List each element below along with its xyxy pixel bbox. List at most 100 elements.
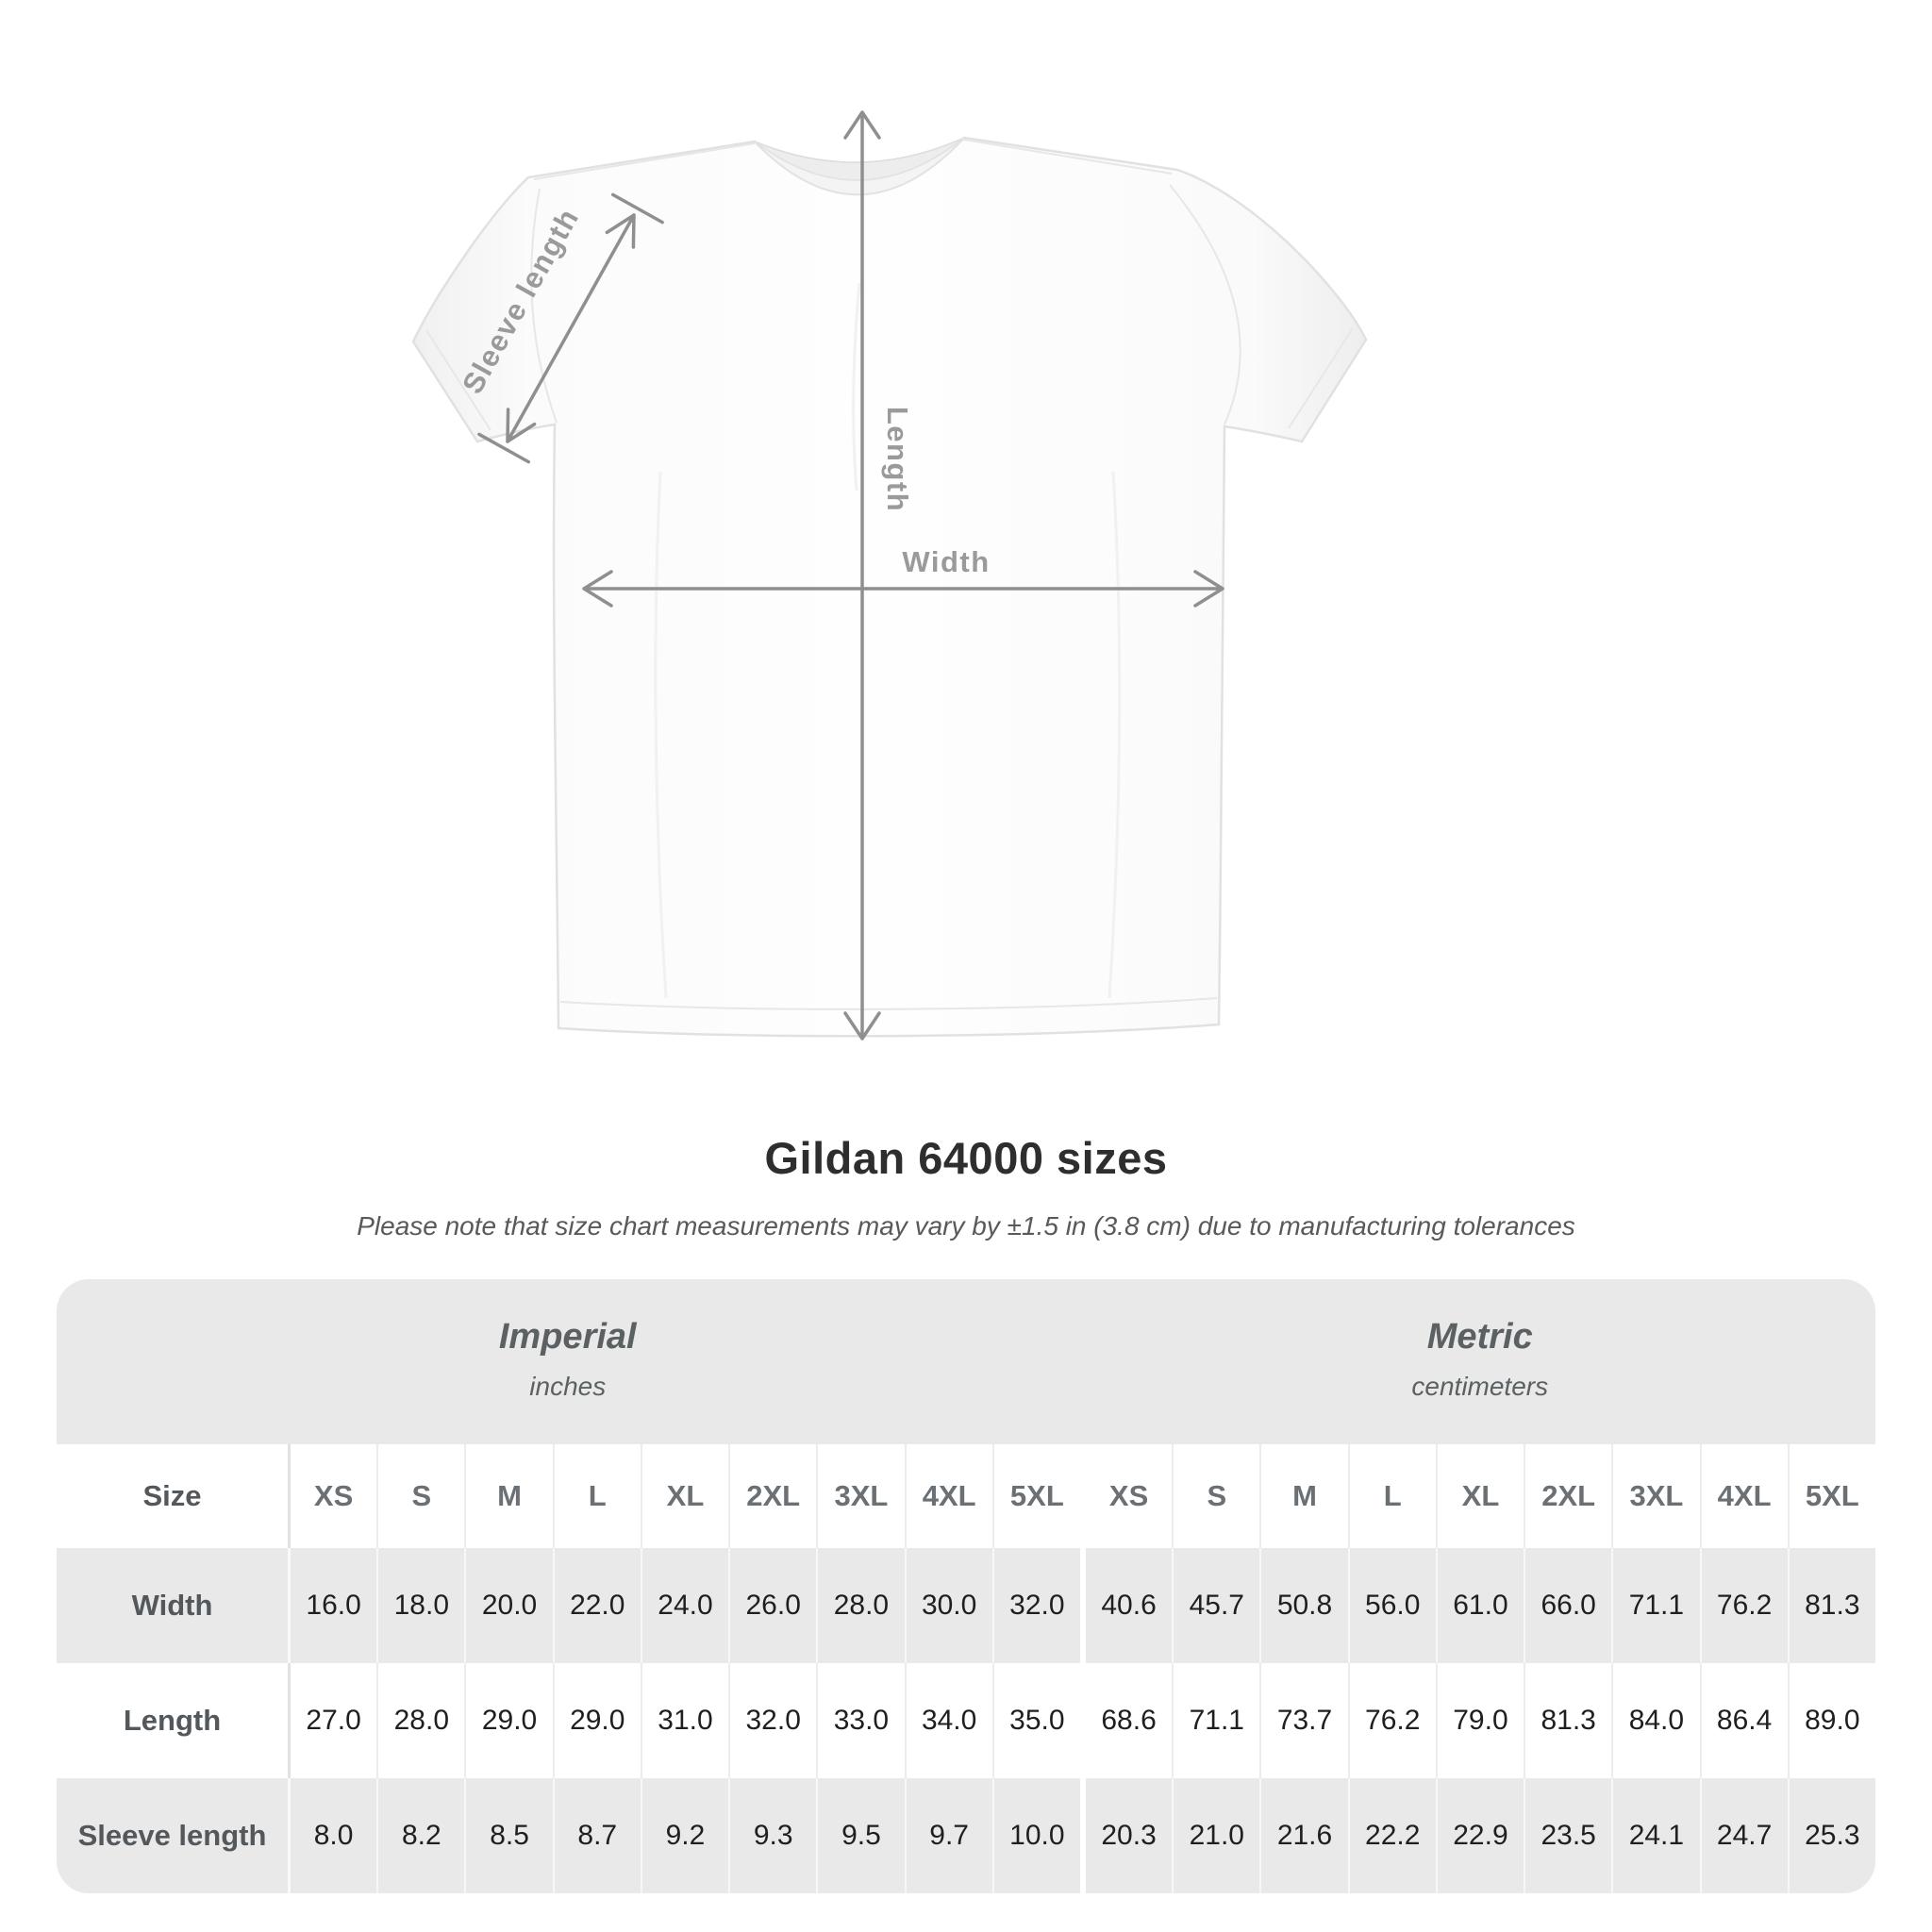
section-divider	[1079, 1444, 1086, 1548]
value-cell: 35.0	[991, 1663, 1080, 1778]
value-cell: 20.0	[464, 1548, 552, 1663]
value-cell: 24.0	[640, 1548, 728, 1663]
section-divider	[1078, 1279, 1085, 1444]
imperial-section-header: Imperial inches	[57, 1279, 1079, 1444]
value-cell: 81.3	[1787, 1548, 1875, 1663]
size-header-row: Size XS S M L XL 2XL 3XL 4XL 5XL XS S M …	[57, 1444, 1875, 1548]
row-label: Length	[123, 1704, 222, 1737]
imperial-unit: inches	[529, 1371, 607, 1401]
value-cell: 24.7	[1699, 1778, 1788, 1893]
tshirt-graphic	[411, 136, 1368, 1038]
table-row-width: Width 16.0 18.0 20.0 22.0 24.0 26.0 28.0…	[57, 1548, 1875, 1663]
value-cell: 22.0	[552, 1548, 641, 1663]
value-cell: 32.0	[991, 1548, 1080, 1663]
size-col-header: XL	[640, 1444, 728, 1548]
value-cell: 8.5	[464, 1778, 552, 1893]
value-cell: 9.2	[640, 1778, 728, 1893]
size-col-header: XL	[1435, 1444, 1524, 1548]
value-cell: 26.0	[728, 1548, 816, 1663]
table-row-sleeve-length: Sleeve length 8.0 8.2 8.5 8.7 9.2 9.3 9.…	[57, 1778, 1875, 1893]
value-cell: 9.7	[904, 1778, 992, 1893]
value-cell: 61.0	[1435, 1548, 1524, 1663]
size-corner-header: Size	[142, 1479, 202, 1512]
value-cell: 8.0	[288, 1778, 376, 1893]
size-col-header: XS	[1108, 1479, 1149, 1512]
metric-unit: centimeters	[1411, 1371, 1549, 1401]
value-cell: 22.2	[1347, 1778, 1436, 1893]
value-cell: 56.0	[1347, 1548, 1436, 1663]
row-label: Width	[131, 1589, 213, 1622]
sleeve-length-arrow	[477, 192, 664, 464]
value-cell: 34.0	[904, 1663, 992, 1778]
size-col-header: 3XL	[816, 1444, 904, 1548]
value-cell: 18.0	[376, 1548, 464, 1663]
size-col-header: XS	[288, 1444, 376, 1548]
width-label: Width	[902, 545, 990, 578]
value-cell: 23.5	[1524, 1778, 1611, 1893]
value-cell: 45.7	[1172, 1548, 1259, 1663]
shirt-wrinkles	[654, 282, 1122, 999]
value-cell: 31.0	[640, 1663, 728, 1778]
size-col-header: 3XL	[1611, 1444, 1699, 1548]
value-cell: 73.7	[1259, 1663, 1347, 1778]
size-col-header: S	[1172, 1444, 1259, 1548]
value-cell: 79.0	[1435, 1663, 1524, 1778]
value-cell: 81.3	[1524, 1663, 1611, 1778]
value-cell: 40.6	[1101, 1590, 1157, 1621]
size-col-header: S	[376, 1444, 464, 1548]
value-cell: 86.4	[1699, 1663, 1788, 1778]
value-cell: 8.2	[376, 1778, 464, 1893]
value-cell: 76.2	[1699, 1548, 1788, 1663]
collar-band	[754, 137, 965, 195]
value-cell: 9.5	[816, 1778, 904, 1893]
value-cell: 50.8	[1259, 1548, 1347, 1663]
value-cell: 10.0	[991, 1778, 1080, 1893]
value-cell: 66.0	[1524, 1548, 1611, 1663]
tshirt-diagram: Sleeve length Length Width	[411, 110, 1368, 1041]
section-divider	[1079, 1548, 1086, 1663]
value-cell: 89.0	[1787, 1663, 1875, 1778]
value-cell: 30.0	[904, 1548, 992, 1663]
value-cell: 68.6	[1101, 1705, 1157, 1736]
metric-title: Metric	[1426, 1316, 1533, 1357]
size-col-header: M	[1259, 1444, 1347, 1548]
size-col-header: L	[1347, 1444, 1436, 1548]
value-cell: 71.1	[1611, 1548, 1699, 1663]
value-cell: 28.0	[376, 1663, 464, 1778]
width-arrow	[582, 570, 1224, 608]
section-divider	[1079, 1778, 1086, 1893]
size-col-header: 4XL	[1699, 1444, 1788, 1548]
value-cell: 27.0	[288, 1663, 376, 1778]
value-cell: 33.0	[816, 1663, 904, 1778]
value-cell: 28.0	[816, 1548, 904, 1663]
tolerance-note: Please note that size chart measurements…	[357, 1211, 1575, 1241]
size-col-header: 4XL	[904, 1444, 992, 1548]
size-col-header: 5XL	[991, 1444, 1080, 1548]
length-arrow	[843, 110, 881, 1041]
value-cell: 84.0	[1611, 1663, 1699, 1778]
size-col-header: L	[552, 1444, 641, 1548]
length-label: Length	[881, 407, 914, 512]
size-table: Imperial inches Metric centimeters Size …	[57, 1279, 1875, 1893]
unit-header-row: Imperial inches Metric centimeters	[57, 1279, 1875, 1444]
row-label: Sleeve length	[77, 1819, 267, 1852]
value-cell: 71.1	[1172, 1663, 1259, 1778]
value-cell: 29.0	[464, 1663, 552, 1778]
value-cell: 21.6	[1259, 1778, 1347, 1893]
metric-section-header: Metric centimeters	[1085, 1279, 1876, 1444]
value-cell: 76.2	[1347, 1663, 1436, 1778]
shirt-seams	[425, 139, 1354, 1010]
value-cell: 16.0	[288, 1548, 376, 1663]
page-title: Gildan 64000 sizes	[764, 1133, 1168, 1183]
size-col-header: 5XL	[1787, 1444, 1875, 1548]
value-cell: 8.7	[552, 1778, 641, 1893]
value-cell: 21.0	[1172, 1778, 1259, 1893]
section-divider	[1079, 1663, 1086, 1778]
value-cell: 32.0	[728, 1663, 816, 1778]
size-col-header: 2XL	[728, 1444, 816, 1548]
imperial-title: Imperial	[498, 1316, 637, 1357]
value-cell: 29.0	[552, 1663, 641, 1778]
value-cell: 24.1	[1611, 1778, 1699, 1893]
value-cell: 25.3	[1787, 1778, 1875, 1893]
